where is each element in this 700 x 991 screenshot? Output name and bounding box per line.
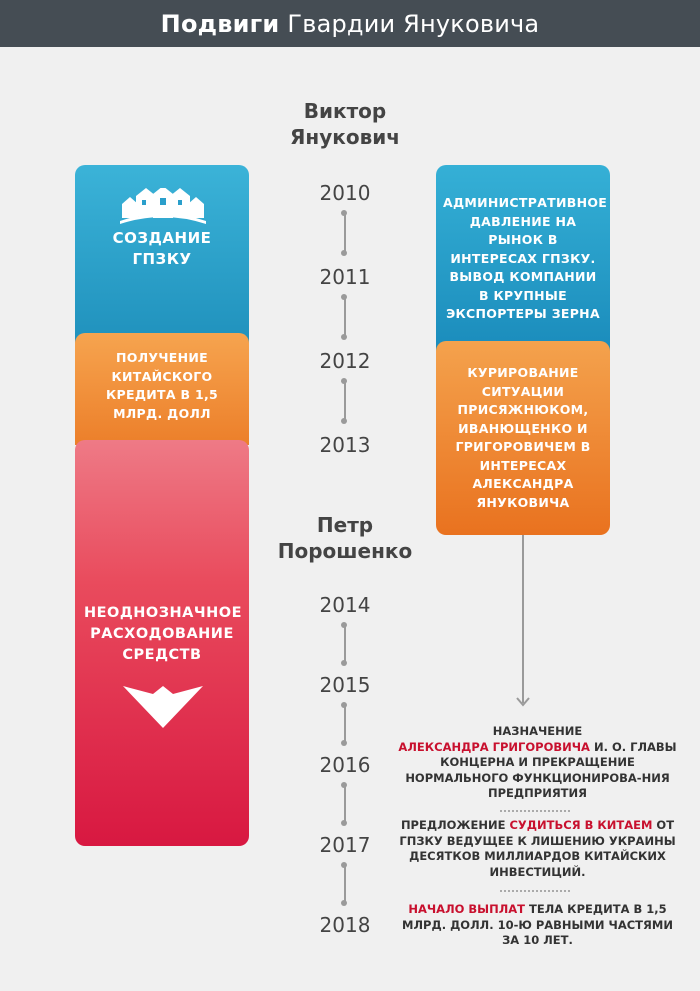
connector-dot xyxy=(341,900,347,906)
person-poroshenko-label: Петр Порошенко xyxy=(277,513,413,563)
connector-dot xyxy=(341,418,347,424)
connector-dot xyxy=(341,250,347,256)
connector-line xyxy=(344,625,346,663)
person-poroshenko: Петр Порошенко xyxy=(245,512,445,564)
event-text: Предложение xyxy=(400,818,506,832)
connector-dot xyxy=(341,378,347,384)
box-curation-label: Курирование ситуации Присяжнюком, Иванющ… xyxy=(455,365,591,510)
flow-line xyxy=(522,535,524,703)
event-highlight: Начало выплат xyxy=(408,902,526,916)
year-2012: 2012 xyxy=(319,349,371,373)
event-highlight: Александра Григоровича xyxy=(398,739,590,754)
event-text: и. о. главы концерна и прекращение норма… xyxy=(405,739,677,801)
box-spending: Неоднозначное расходование средств xyxy=(75,440,249,846)
event-credit-payments: Начало выплат тела кредита в 1,5 млрд. д… xyxy=(395,902,680,949)
year-2011: 2011 xyxy=(319,265,371,289)
box-spending-label: Неоднозначное расходование средств xyxy=(84,605,242,663)
year-2014: 2014 xyxy=(319,593,371,617)
connector-line xyxy=(344,213,346,253)
connector-line xyxy=(344,785,346,823)
event-highlight: судиться в Китаем xyxy=(509,818,653,832)
year-2016: 2016 xyxy=(319,753,371,777)
connector-dot xyxy=(341,820,347,826)
event-separator xyxy=(500,890,570,892)
event-china-lawsuit: Предложение судиться в Китаем от ГПЗКУ в… xyxy=(395,818,680,880)
year-2018: 2018 xyxy=(319,913,371,937)
person-yanukovych-label: Виктор Янукович xyxy=(290,99,400,149)
connector-dot xyxy=(341,660,347,666)
box-admin-pressure: Административное давление на рынок в инт… xyxy=(436,165,610,355)
connector-line xyxy=(344,865,346,903)
event-text: Назначение xyxy=(492,724,583,738)
year-2010: 2010 xyxy=(319,181,371,205)
arrow-down-icon xyxy=(516,697,530,707)
title-rest: Гвардии Януковича xyxy=(287,9,540,38)
connector-line xyxy=(344,705,346,743)
connector-dot xyxy=(341,740,347,746)
person-yanukovych: Виктор Янукович xyxy=(245,98,445,150)
page-title: Подвиги Гвардии Януковича xyxy=(0,0,700,47)
event-text: тела кредита в 1,5 млрд. долл. 10-ю равн… xyxy=(402,902,673,947)
title-bold: Подвиги xyxy=(160,9,280,38)
connector-dot xyxy=(341,862,347,868)
connector-dot xyxy=(341,702,347,708)
connector-line xyxy=(344,381,346,421)
box-pressure-label: Административное давление на рынок в инт… xyxy=(443,195,608,321)
connector-dot xyxy=(341,210,347,216)
event-grigorovich: Назначение Александра Григоровича и. о. … xyxy=(395,724,680,802)
year-2017: 2017 xyxy=(319,833,371,857)
connector-dot xyxy=(341,622,347,628)
houses-icon xyxy=(120,188,206,224)
year-2013: 2013 xyxy=(319,433,371,457)
box-curation: Курирование ситуации Присяжнюком, Иванющ… xyxy=(436,341,610,535)
event-text: от ГПЗКУ ведущее к лишению Украины десят… xyxy=(399,818,676,879)
connector-line xyxy=(344,297,346,337)
box-gpzku-label: Создание ГПЗКУ xyxy=(112,229,212,268)
box-chinese-credit: Получение китайского кредита в 1,5 млрд.… xyxy=(75,333,249,445)
year-2015: 2015 xyxy=(319,673,371,697)
box-credit-label: Получение китайского кредита в 1,5 млрд.… xyxy=(106,350,218,421)
connector-dot xyxy=(341,334,347,340)
arrow-down-icon xyxy=(123,686,203,728)
connector-dot xyxy=(341,294,347,300)
event-separator xyxy=(500,810,570,812)
box-gpzku-creation: Создание ГПЗКУ xyxy=(75,165,249,355)
connector-dot xyxy=(341,782,347,788)
